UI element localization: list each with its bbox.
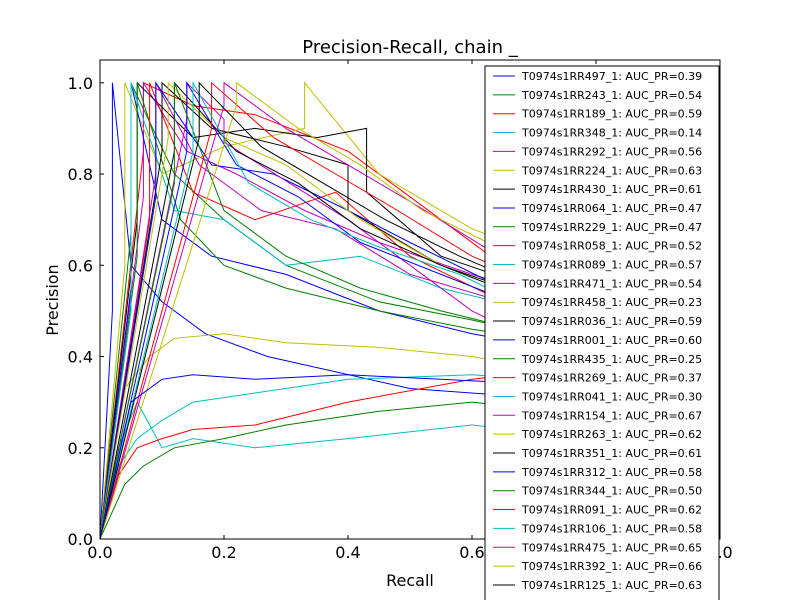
y-tick-label: 1.0: [68, 74, 93, 93]
legend-label: T0974s1RR154_1: AUC_PR=0.67: [521, 409, 702, 422]
y-tick-label: 0.8: [68, 165, 93, 184]
x-axis-label: Recall: [386, 571, 434, 590]
x-tick-label: 0.4: [335, 543, 360, 562]
legend-label: T0974s1RR041_1: AUC_PR=0.30: [521, 390, 702, 403]
legend-label: T0974s1RR292_1: AUC_PR=0.56: [521, 145, 702, 158]
legend-label: T0974s1RR435_1: AUC_PR=0.25: [521, 353, 702, 366]
legend-label: T0974s1RR497_1: AUC_PR=0.35: [521, 598, 702, 600]
legend-label: T0974s1RR269_1: AUC_PR=0.37: [521, 372, 702, 385]
x-tick-label: 0.6: [459, 543, 484, 562]
legend-label: T0974s1RR392_1: AUC_PR=0.66: [521, 560, 702, 573]
legend-label: T0974s1RR471_1: AUC_PR=0.54: [521, 277, 702, 290]
legend-label: T0974s1RR263_1: AUC_PR=0.62: [521, 428, 702, 441]
legend-label: T0974s1RR106_1: AUC_PR=0.58: [521, 522, 702, 535]
legend-label: T0974s1RR243_1: AUC_PR=0.54: [521, 89, 702, 102]
plot-frame: [99, 59, 721, 540]
legend-label: T0974s1RR125_1: AUC_PR=0.63: [521, 579, 702, 592]
legend-label: T0974s1RR091_1: AUC_PR=0.62: [521, 504, 702, 517]
chart-title: Precision-Recall, chain _: [302, 37, 518, 58]
x-tick-label: 0.2: [211, 543, 236, 562]
legend-label: T0974s1RR001_1: AUC_PR=0.60: [521, 334, 702, 347]
legend-label: T0974s1RR348_1: AUC_PR=0.14: [521, 127, 702, 140]
legend-label: T0974s1RR189_1: AUC_PR=0.59: [521, 108, 702, 121]
y-tick-label: 0.2: [68, 439, 93, 458]
y-tick-label: 0.4: [68, 348, 93, 367]
legend-label: T0974s1RR344_1: AUC_PR=0.50: [521, 485, 702, 498]
legend-label: T0974s1RR064_1: AUC_PR=0.47: [521, 202, 702, 215]
y-axis-label: Precision: [43, 264, 62, 335]
legend-label: T0974s1RR430_1: AUC_PR=0.61: [521, 183, 702, 196]
legend: T0974s1RR497_1: AUC_PR=0.39 T0974s1RR243_…: [484, 65, 720, 600]
x-tick-label: 0.0: [87, 543, 112, 562]
legend-label: T0974s1RR058_1: AUC_PR=0.52: [521, 240, 702, 253]
y-tick-label: 0.6: [68, 256, 93, 275]
legend-label: T0974s1RR497_1: AUC_PR=0.39: [521, 70, 702, 83]
legend-label: T0974s1RR458_1: AUC_PR=0.23: [521, 296, 702, 309]
legend-label: T0974s1RR475_1: AUC_PR=0.65: [521, 541, 702, 554]
legend-label: T0974s1RR036_1: AUC_PR=0.59: [521, 315, 702, 328]
legend-label: T0974s1RR351_1: AUC_PR=0.61: [521, 447, 702, 460]
legend-label: T0974s1RR089_1: AUC_PR=0.57: [521, 259, 702, 272]
y-tick-label: 0.0: [68, 530, 93, 549]
legend-label: T0974s1RR312_1: AUC_PR=0.58: [521, 466, 702, 479]
legend-label: T0974s1RR224_1: AUC_PR=0.63: [521, 164, 702, 177]
legend-label: T0974s1RR229_1: AUC_PR=0.47: [521, 221, 702, 234]
legend-box: [484, 65, 720, 600]
y-axis-ticks: 0.0 0.2 0.4 0.6 0.8 1.0: [68, 74, 720, 549]
